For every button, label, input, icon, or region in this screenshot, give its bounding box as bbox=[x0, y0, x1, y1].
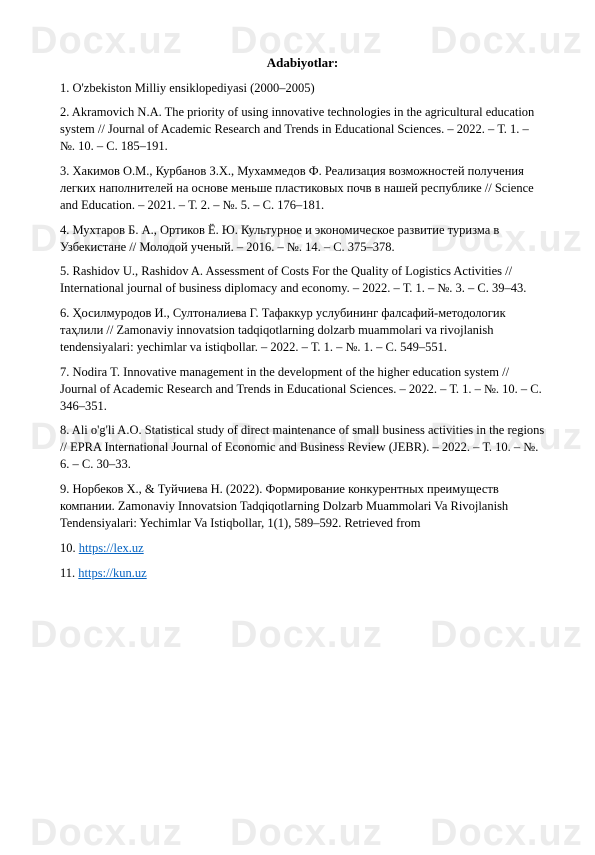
reference-item: 2. Akramovich N.A. The priority of using… bbox=[60, 104, 545, 155]
reference-item: 6. Ҳосилмуродов И., Султоналиева Г. Тафа… bbox=[60, 305, 545, 356]
reference-item: 9. Норбеков Х., & Туйчиева Н. (2022). Фо… bbox=[60, 481, 545, 532]
reference-item: 10. https://lex.uz bbox=[60, 540, 545, 557]
reference-item: 11. https://kun.uz bbox=[60, 565, 545, 582]
reference-item: 7. Nodira T. Innovative management in th… bbox=[60, 364, 545, 415]
reference-item: 1. O'zbekiston Milliy ensiklopediyasi (2… bbox=[60, 80, 545, 97]
reference-item: 8. Ali o'g'li A.O. Statistical study of … bbox=[60, 422, 545, 473]
document-content: Adabiyotlar: 1. O'zbekiston Milliy ensik… bbox=[60, 54, 545, 589]
page-title: Adabiyotlar: bbox=[60, 54, 545, 72]
reference-item: 3. Хакимов О.М., Курбанов З.Х., Мухаммед… bbox=[60, 163, 545, 214]
reference-link[interactable]: https://lex.uz bbox=[79, 541, 144, 555]
reference-link[interactable]: https://kun.uz bbox=[78, 566, 146, 580]
watermark: Docx.uz bbox=[30, 812, 183, 855]
reference-item: 5. Rashidov U., Rashidov A. Assessment o… bbox=[60, 263, 545, 297]
reference-prefix: 11. bbox=[60, 566, 78, 580]
watermark: Docx.uz bbox=[30, 614, 183, 657]
watermark: Docx.uz bbox=[230, 614, 383, 657]
watermark: Docx.uz bbox=[430, 812, 583, 855]
reference-prefix: 10. bbox=[60, 541, 79, 555]
watermark: Docx.uz bbox=[430, 614, 583, 657]
reference-item: 4. Мухтаров Б. А., Ортиков Ё. Ю. Культур… bbox=[60, 222, 545, 256]
watermark: Docx.uz bbox=[230, 812, 383, 855]
